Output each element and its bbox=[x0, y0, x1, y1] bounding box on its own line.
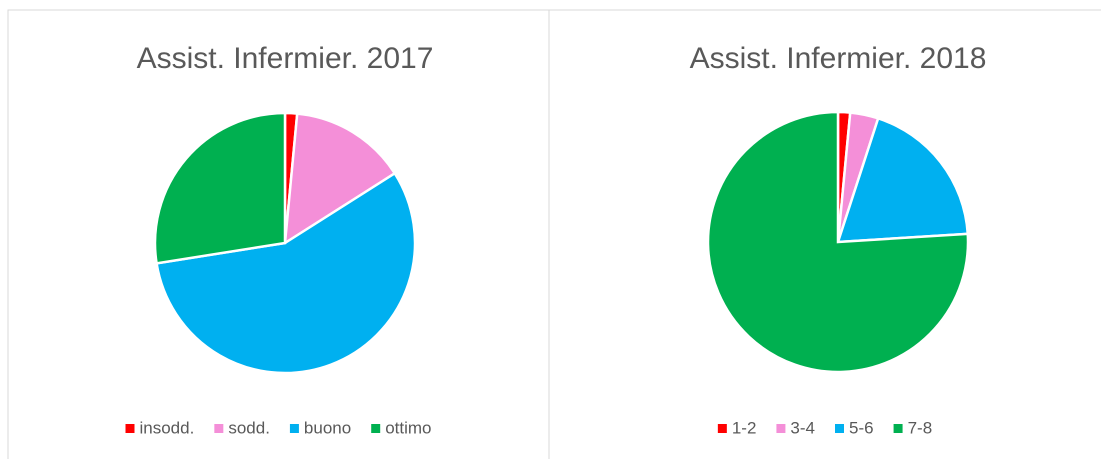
legend-label: ottimo bbox=[385, 418, 431, 437]
legend-swatch bbox=[893, 424, 903, 433]
legend-label: 5-6 bbox=[849, 418, 874, 437]
panel-border bbox=[548, 9, 1101, 459]
legend-label: buono bbox=[304, 418, 351, 437]
pie-slice bbox=[706, 110, 970, 374]
chart-title: Assist. Infermier. 2018 bbox=[690, 42, 987, 75]
chart-title: Assist. Infermier. 2017 bbox=[137, 42, 434, 75]
legend-swatch bbox=[371, 424, 381, 433]
legend-swatch bbox=[717, 424, 727, 433]
legend-swatch bbox=[125, 424, 135, 433]
pie-slice bbox=[155, 171, 417, 375]
legend-label: 7-8 bbox=[908, 418, 933, 437]
pie-slice bbox=[836, 116, 970, 244]
legend-label: sodd. bbox=[228, 418, 270, 437]
legend-swatch bbox=[776, 424, 786, 433]
legend-swatch bbox=[214, 424, 224, 433]
legend-label: 1-2 bbox=[732, 418, 757, 437]
pie-slice bbox=[153, 111, 287, 265]
legend-swatch bbox=[835, 424, 844, 433]
legend-swatch bbox=[289, 424, 299, 433]
legend: insodd. sodd. buono ottimo bbox=[125, 418, 432, 437]
legend-label: 3-4 bbox=[790, 418, 815, 437]
pie-slice bbox=[283, 112, 397, 246]
legend: 1-2 3-4 5-6 7-8 bbox=[717, 418, 933, 437]
legend-label: insodd. bbox=[140, 418, 195, 437]
